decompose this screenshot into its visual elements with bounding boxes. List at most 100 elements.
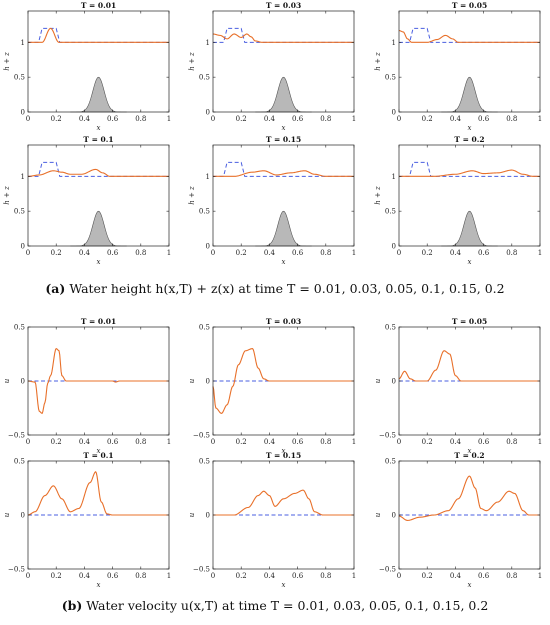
y-tick-label: 0.5 xyxy=(385,74,396,82)
y-tick-label: 0.5 xyxy=(199,458,210,466)
x-tick-label: 0.2 xyxy=(236,249,247,257)
x-tick-label: 0.8 xyxy=(506,249,517,257)
y-tick-label: 1 xyxy=(206,39,210,47)
solution-line xyxy=(398,29,540,43)
caption-a: (a) Water height h(x,T) + z(x) at time T… xyxy=(0,281,550,296)
y-axis-label: h + z xyxy=(188,52,196,71)
x-tick-label: 0.6 xyxy=(292,572,304,580)
y-axis-label: h + z xyxy=(374,52,382,71)
y-tick-label: −0.5 xyxy=(193,432,210,440)
y-tick-label: 0 xyxy=(206,378,210,386)
y-tick-label: 0 xyxy=(392,378,396,386)
solution-line xyxy=(27,347,169,415)
caption-a-text: Water height h(x,T) + z(x) at time T = 0… xyxy=(69,281,505,296)
panel-title: T = 0.03 xyxy=(266,317,301,326)
panel-title: T = 0.03 xyxy=(266,1,301,10)
y-tick-label: 0 xyxy=(206,512,210,520)
x-tick-label: 0.8 xyxy=(506,572,517,580)
panel-title: T = 0.01 xyxy=(81,317,116,326)
x-tick-label: 0 xyxy=(211,572,215,580)
y-tick-label: −0.5 xyxy=(379,432,396,440)
x-tick-label: 1 xyxy=(538,572,542,580)
x-tick-label: 0.2 xyxy=(236,115,247,123)
x-axis-label: x xyxy=(97,258,101,266)
y-tick-label: 0.5 xyxy=(385,208,396,216)
panel-a-5: 0 0.2 0.4 0.6 0.8 1 0 0.5 1 T = 0.15 x h + z xyxy=(188,135,356,266)
y-tick-label: 1 xyxy=(392,39,396,47)
x-axis-label: x xyxy=(468,258,472,266)
y-tick-label: 1 xyxy=(21,173,25,181)
y-axis-label: u xyxy=(3,512,11,517)
panel-b-6: 0 0.2 0.4 0.6 0.8 1−0.500.5T = 0.2xu xyxy=(374,451,542,589)
x-tick-label: 0.8 xyxy=(320,249,331,257)
x-tick-label: 0.4 xyxy=(264,115,276,123)
panel-a-2: 0 0.2 0.4 0.6 0.8 1 0 0.5 1 T = 0.03 x h + z xyxy=(188,1,356,132)
y-tick-label: −0.5 xyxy=(193,566,210,574)
y-tick-label: 1 xyxy=(206,173,210,181)
panel-a-6: 0 0.2 0.4 0.6 0.8 1 0 0.5 1 T = 0.2 x h + z xyxy=(374,135,542,266)
x-tick-label: 0.4 xyxy=(450,572,462,580)
panel-title: T = 0.01 xyxy=(81,1,116,10)
x-tick-label: 0.6 xyxy=(292,115,304,123)
x-axis-label: x xyxy=(97,581,101,589)
solution-line xyxy=(212,348,354,414)
y-tick-label: 0.5 xyxy=(199,324,210,332)
y-tick-label: 0 xyxy=(21,109,25,117)
x-tick-label: 0.4 xyxy=(79,438,91,446)
panel-a-3: 0 0.2 0.4 0.6 0.8 1 0 0.5 1 T = 0.05 x h + z xyxy=(374,1,542,132)
y-axis-label: h + z xyxy=(374,186,382,205)
x-tick-label: 0 xyxy=(397,115,401,123)
panel-title: T = 0.1 xyxy=(83,135,113,144)
solution-line xyxy=(27,471,169,516)
x-tick-label: 0.6 xyxy=(107,115,119,123)
initial-condition-line xyxy=(213,27,354,43)
bottom-bump xyxy=(70,210,127,247)
x-tick-label: 0.4 xyxy=(79,572,91,580)
initial-condition-line xyxy=(399,27,540,43)
x-tick-label: 1 xyxy=(352,438,356,446)
x-tick-label: 0.8 xyxy=(320,572,331,580)
y-tick-label: −0.5 xyxy=(8,566,25,574)
y-tick-label: −0.5 xyxy=(379,566,396,574)
x-tick-label: 0.2 xyxy=(51,438,62,446)
bottom-bump xyxy=(255,76,312,113)
solution-line xyxy=(213,489,354,516)
solution-line xyxy=(398,350,540,382)
caption-b-text: Water velocity u(x,T) at time T = 0.01, … xyxy=(86,598,489,613)
bottom-bump xyxy=(70,76,127,113)
x-tick-label: 0.2 xyxy=(51,572,62,580)
x-tick-label: 0.2 xyxy=(422,115,433,123)
y-tick-label: 0 xyxy=(392,512,396,520)
x-tick-label: 0.6 xyxy=(292,438,304,446)
x-axis-label: x xyxy=(468,124,472,132)
axes-frame xyxy=(398,144,541,247)
x-tick-label: 1 xyxy=(538,115,542,123)
panel-title: T = 0.2 xyxy=(454,135,484,144)
x-tick-label: 0 xyxy=(397,438,401,446)
x-tick-label: 0.2 xyxy=(236,572,247,580)
axes-frame xyxy=(27,10,170,113)
x-tick-label: 0.4 xyxy=(264,438,276,446)
x-tick-label: 0 xyxy=(211,438,215,446)
x-tick-label: 0.8 xyxy=(135,438,146,446)
y-tick-label: 0.5 xyxy=(385,458,396,466)
y-axis-label: u xyxy=(188,512,196,517)
x-tick-label: 1 xyxy=(538,438,542,446)
y-tick-label: 0.5 xyxy=(199,208,210,216)
x-tick-label: 0.6 xyxy=(478,438,490,446)
x-tick-label: 0 xyxy=(26,572,30,580)
x-tick-label: 1 xyxy=(352,249,356,257)
panel-a-4: 0 0.2 0.4 0.6 0.8 1 0 0.5 1 T = 0.1 x h + z xyxy=(3,135,171,266)
x-tick-label: 0.8 xyxy=(320,115,331,123)
x-tick-label: 1 xyxy=(167,115,171,123)
x-tick-label: 0.4 xyxy=(79,249,91,257)
panel-title: T = 0.2 xyxy=(454,451,484,460)
initial-condition-line xyxy=(28,27,169,43)
y-axis-label: u xyxy=(374,512,382,517)
panel-title: T = 0.05 xyxy=(452,1,487,10)
axes-frame xyxy=(212,10,355,113)
y-tick-label: 0.5 xyxy=(14,208,25,216)
x-tick-label: 0.6 xyxy=(292,249,304,257)
